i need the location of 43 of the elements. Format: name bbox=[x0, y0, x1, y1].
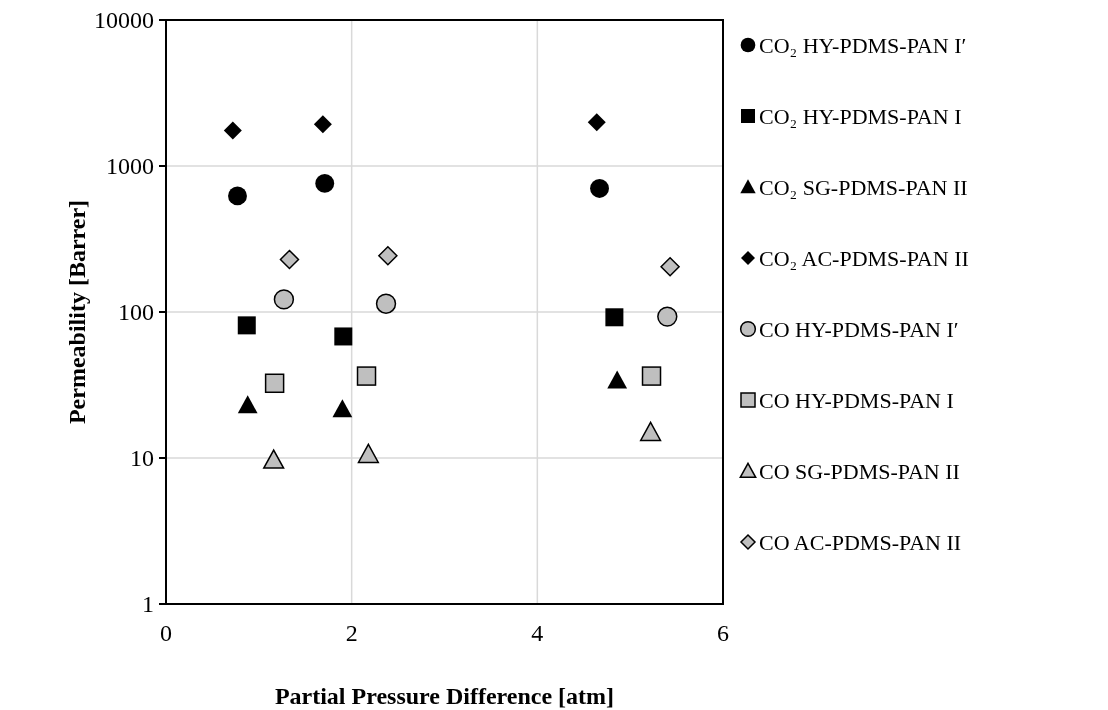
legend-label: CO₂ HY-PDMS-PAN I′ bbox=[759, 33, 967, 58]
point bbox=[279, 249, 300, 270]
point bbox=[357, 443, 380, 464]
legend-label: CO₂ HY-PDMS-PAN I bbox=[759, 104, 962, 129]
point bbox=[273, 289, 295, 310]
point bbox=[587, 113, 606, 132]
point bbox=[607, 370, 628, 389]
x-tick-label: 4 bbox=[531, 620, 544, 646]
point bbox=[332, 399, 353, 418]
x-axis-title: Partial Pressure Difference [atm] bbox=[274, 683, 615, 709]
point bbox=[237, 316, 256, 335]
point bbox=[313, 115, 332, 134]
y-tick-label: 1 bbox=[142, 591, 154, 617]
point bbox=[657, 306, 678, 327]
y-axis-title: Permeability [Barrer] bbox=[64, 199, 90, 425]
y-tick-label: 1000 bbox=[106, 153, 154, 179]
point bbox=[228, 186, 247, 206]
point bbox=[660, 257, 680, 277]
x-tick-label: 2 bbox=[345, 620, 358, 646]
x-tick-label: 0 bbox=[160, 620, 172, 646]
legend-label: CO HY-PDMS-PAN I′ bbox=[759, 317, 959, 342]
point bbox=[334, 327, 353, 346]
point bbox=[590, 178, 609, 198]
y-tick-label: 100 bbox=[118, 299, 154, 325]
point bbox=[315, 173, 335, 193]
y-tick-label: 10000 bbox=[94, 7, 154, 33]
point bbox=[356, 366, 377, 386]
point bbox=[263, 449, 285, 469]
y-tick-label: 10 bbox=[130, 445, 154, 471]
point bbox=[264, 373, 285, 394]
point bbox=[605, 308, 624, 327]
point bbox=[237, 395, 258, 414]
legend-label: CO SG-PDMS-PAN II bbox=[759, 459, 960, 484]
point bbox=[641, 366, 662, 386]
legend-label: CO AC-PDMS-PAN II bbox=[759, 530, 962, 555]
legend-label: CO HY-PDMS-PAN I bbox=[759, 388, 954, 413]
point bbox=[223, 121, 242, 140]
point bbox=[378, 245, 398, 266]
legend-label: CO₂ SG-PDMS-PAN II bbox=[759, 175, 968, 200]
point bbox=[639, 421, 662, 442]
point bbox=[375, 293, 397, 314]
x-tick-label: 6 bbox=[717, 620, 729, 646]
legend-label: CO₂ AC-PDMS-PAN II bbox=[759, 246, 969, 271]
